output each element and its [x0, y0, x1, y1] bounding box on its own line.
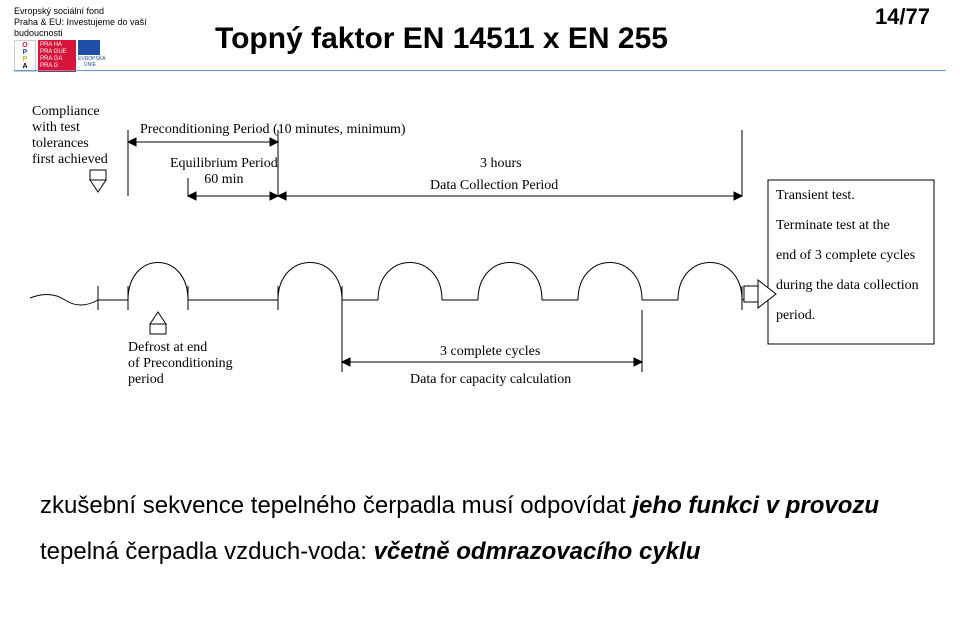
praha-l1: PRA HA — [40, 42, 74, 49]
praha-l3: PRA GA — [40, 56, 74, 63]
diagram-svg — [20, 100, 940, 450]
bullet-2: tepelná čerpadla vzduch-voda: včetně odm… — [40, 536, 879, 568]
horizontal-rule — [14, 70, 946, 71]
label-transient-2: Terminate test at the — [776, 218, 890, 234]
label-equilibrium: Equilibrium Period 60 min — [170, 156, 278, 188]
bullet1-post: jeho funkci v provozu — [632, 492, 879, 519]
bullet2-post: včetně odmrazovacího cyklu — [374, 538, 701, 565]
logo-line1: Evropský sociální fond — [14, 6, 194, 17]
logo-icons: OPPA PRA HA PRA GUE PRA GA PRA G EVROPSK… — [14, 40, 194, 72]
bullet1-pre: zkušební sekvence tepelného čerpadla mus… — [40, 492, 632, 519]
bullet-list: zkušební sekvence tepelného čerpadla mus… — [40, 490, 879, 569]
label-preconditioning: Preconditioning Period (10 minutes, mini… — [140, 122, 406, 138]
label-cycles: 3 complete cycles — [440, 344, 540, 360]
eu-icon: EVROPSKÁ UNIE — [78, 40, 102, 72]
label-data-calc: Data for capacity calculation — [410, 372, 571, 388]
label-transient-5: period. — [776, 308, 815, 324]
logo-line2: Praha & EU: Investujeme do vaší budoucno… — [14, 17, 194, 39]
opp-icon: OPPA — [14, 40, 36, 72]
label-transient-1: Transient test. — [776, 188, 855, 204]
logo-block: Evropský sociální fond Praha & EU: Inves… — [14, 6, 194, 72]
bullet-1: zkušební sekvence tepelného čerpadla mus… — [40, 490, 879, 522]
eu-flag-icon — [78, 40, 100, 55]
praha-l2: PRA GUE — [40, 49, 74, 56]
eu-label: EVROPSKÁ UNIE — [78, 56, 102, 68]
label-transient-3: end of 3 complete cycles — [776, 248, 915, 264]
label-defrost: Defrost at end of Preconditioning period — [128, 340, 233, 388]
header: Evropský sociální fond Praha & EU: Inves… — [0, 0, 960, 70]
label-transient-4: during the data collection — [776, 278, 919, 294]
label-data-collection: Data Collection Period — [430, 178, 558, 194]
bullet2-pre: tepelná čerpadla vzduch-voda: — [40, 538, 374, 565]
test-sequence-diagram: Compliance with test tolerances first ac… — [20, 100, 940, 450]
page-title: Topný faktor EN 14511 x EN 255 — [215, 22, 668, 56]
praha-icon: PRA HA PRA GUE PRA GA PRA G — [38, 40, 76, 72]
label-compliance: Compliance with test tolerances first ac… — [32, 104, 112, 168]
label-three-hours: 3 hours — [480, 156, 522, 172]
page-number: 14/77 — [875, 4, 930, 30]
